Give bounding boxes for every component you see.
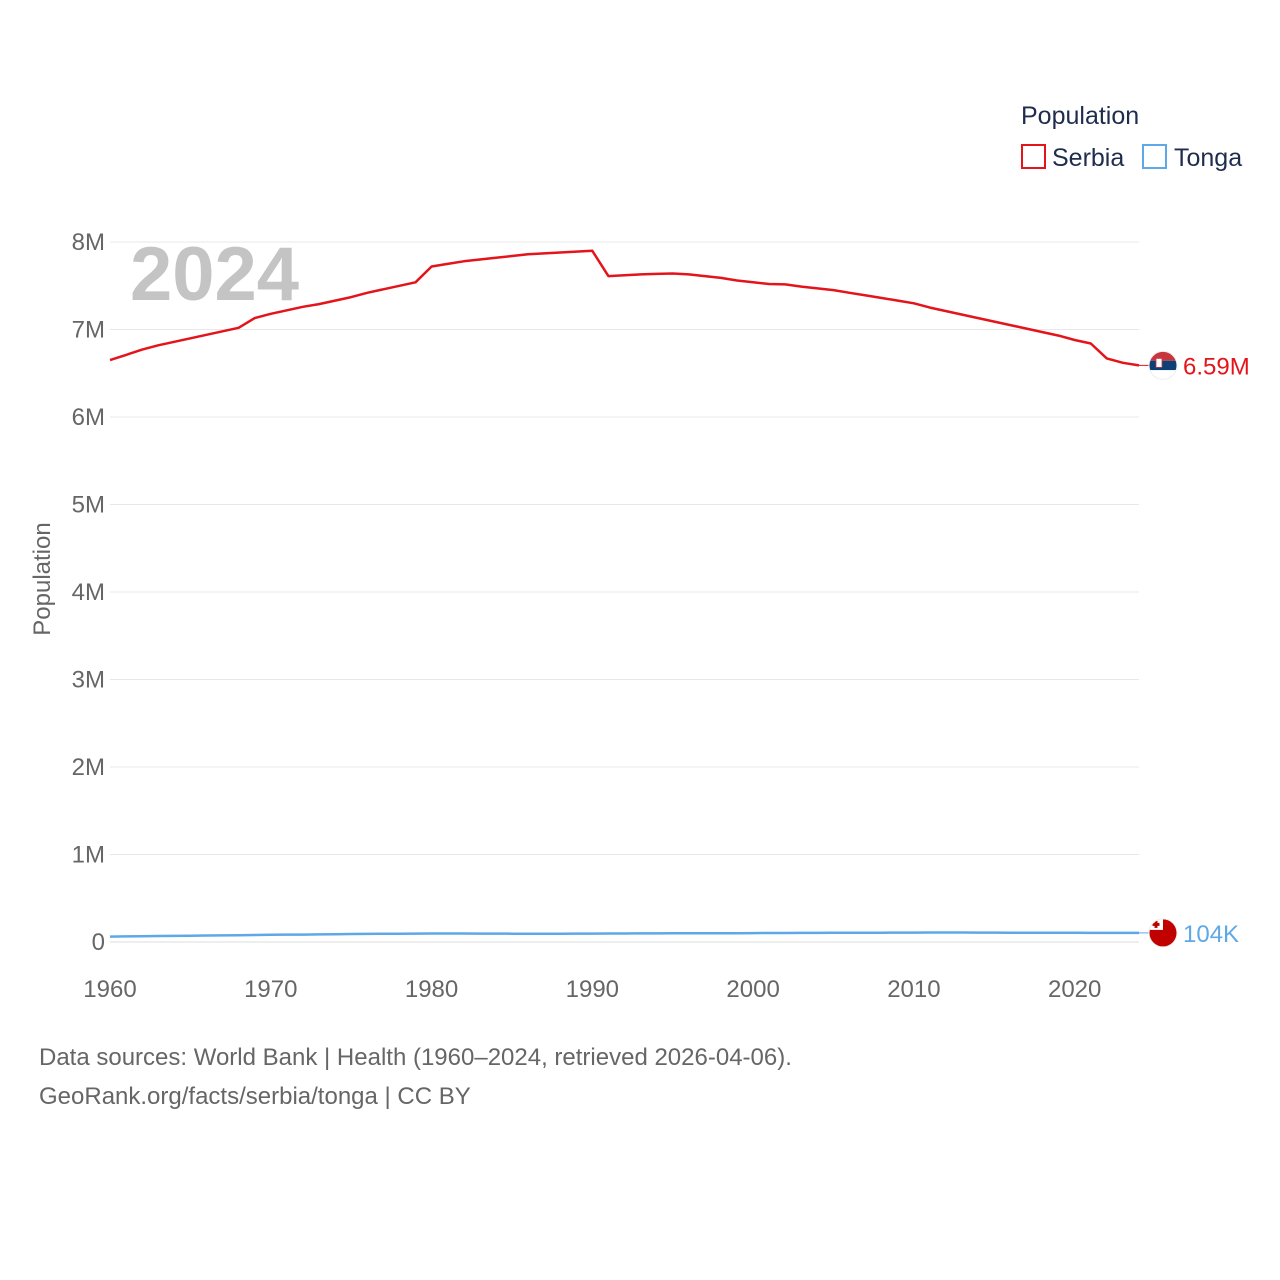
y-tick-label: 0: [92, 929, 105, 956]
tonga-flag-icon: [1148, 918, 1178, 948]
serbia-flag-icon: [1148, 350, 1178, 380]
end-label-serbia: 6.59M: [1183, 353, 1250, 380]
y-axis-ticks: 0 1M 2M 3M 4M 5M 6M 7M 8M: [72, 229, 105, 956]
x-tick-label: 1970: [244, 976, 297, 1003]
x-axis-ticks: 1960 1970 1980 1990 2000 2010 2020: [83, 976, 1101, 1003]
y-tick-label: 7M: [72, 317, 105, 344]
legend-item-tonga[interactable]: Tonga: [1142, 144, 1242, 172]
x-tick-label: 1980: [405, 976, 458, 1003]
x-tick-label: 2000: [726, 976, 779, 1003]
y-axis-title: Population: [29, 522, 56, 635]
legend-item-serbia[interactable]: Serbia: [1021, 144, 1124, 172]
series-line-serbia: [109, 249, 1140, 367]
y-tick-label: 2M: [72, 754, 105, 781]
x-tick-label: 2020: [1048, 976, 1101, 1003]
series-lines: [109, 249, 1140, 938]
y-tick-label: 6M: [72, 404, 105, 431]
gridlines: [110, 241, 1139, 943]
y-tick-label: 8M: [72, 229, 105, 256]
legend-label-serbia: Serbia: [1052, 144, 1124, 172]
legend[interactable]: Population Serbia Tonga: [1021, 102, 1242, 172]
legend-swatch-tonga: [1142, 144, 1167, 169]
series-line-tonga: [109, 931, 1139, 938]
end-label-tonga: 104K: [1183, 921, 1239, 948]
footer-source: Data sources: World Bank | Health (1960–…: [39, 1044, 792, 1071]
legend-title: Population: [1021, 102, 1139, 130]
x-tick-label: 1960: [83, 976, 136, 1003]
legend-label-tonga: Tonga: [1174, 144, 1242, 172]
y-tick-label: 3M: [72, 667, 105, 694]
x-tick-label: 1990: [566, 976, 619, 1003]
year-watermark: 2024: [130, 232, 299, 317]
end-markers: 6.59M 104K: [1139, 350, 1250, 948]
footer-credit: GeoRank.org/facts/serbia/tonga | CC BY: [39, 1083, 471, 1110]
x-tick-label: 2010: [887, 976, 940, 1003]
y-tick-label: 5M: [72, 492, 105, 519]
legend-swatch-serbia: [1021, 144, 1046, 169]
y-tick-label: 4M: [72, 579, 105, 606]
y-tick-label: 1M: [72, 842, 105, 869]
